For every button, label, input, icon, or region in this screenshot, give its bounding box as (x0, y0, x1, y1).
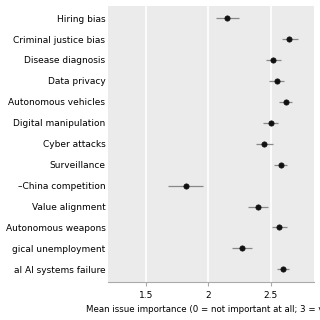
X-axis label: Mean issue importance (0 = not important at all; 3 = very: Mean issue importance (0 = not important… (85, 306, 320, 315)
